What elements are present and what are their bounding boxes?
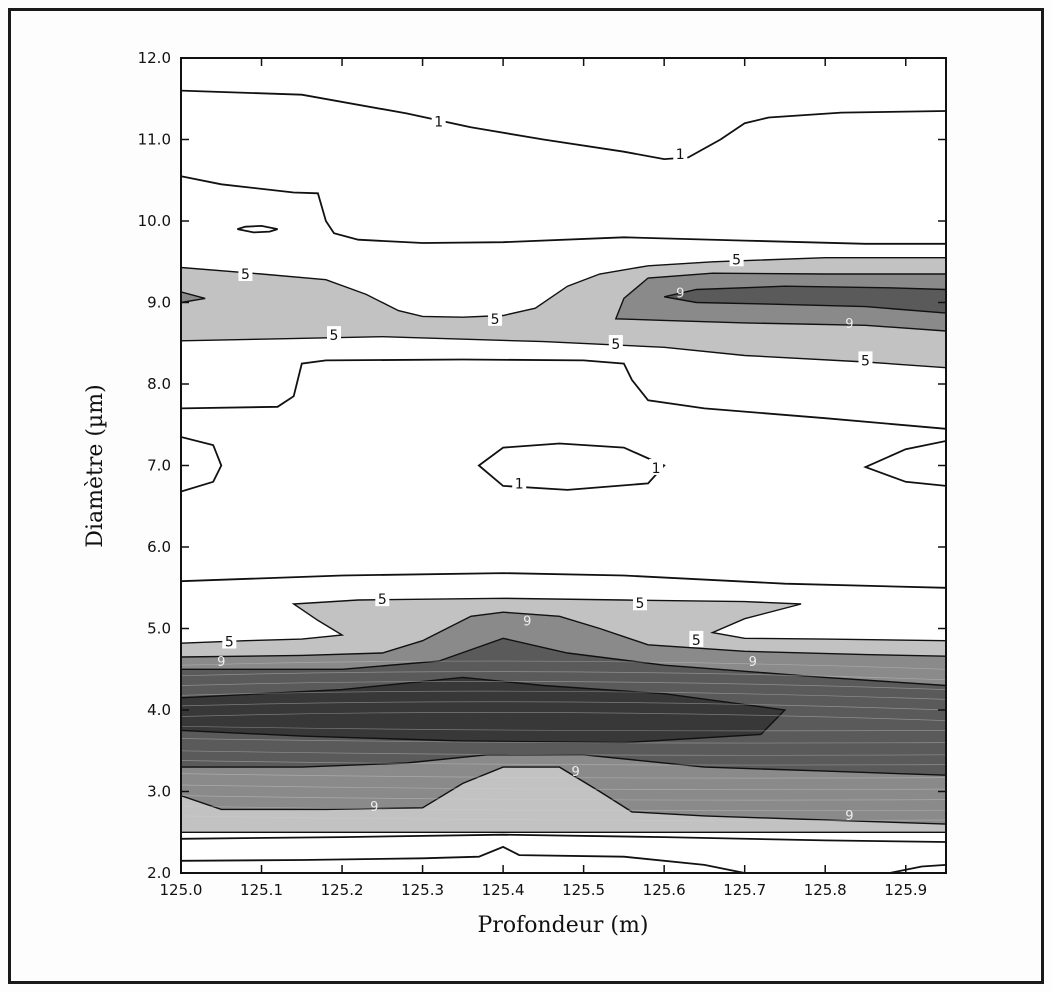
contour-label: 5 bbox=[241, 267, 250, 283]
x-tick-label: 125.1 bbox=[240, 881, 283, 899]
band-texture-line bbox=[181, 760, 946, 766]
band-texture-line bbox=[181, 805, 946, 812]
contour-line-level-1 bbox=[181, 572, 946, 589]
band-texture-line bbox=[181, 738, 946, 744]
contour-label: 5 bbox=[692, 633, 701, 649]
x-tick-label: 125.8 bbox=[804, 881, 847, 899]
contour-label: 9 bbox=[523, 614, 531, 629]
contour-label-bg bbox=[633, 594, 647, 611]
band-texture-line bbox=[181, 725, 946, 732]
contour-label: 9 bbox=[845, 809, 853, 824]
contour-line-level-1 bbox=[181, 845, 745, 873]
contour-label-bg bbox=[222, 632, 237, 649]
y-tick-label: 5.0 bbox=[147, 620, 171, 638]
contour-label-bg bbox=[431, 112, 446, 129]
x-tick-label: 125.7 bbox=[723, 881, 766, 899]
contour-label: 9 bbox=[571, 765, 579, 780]
x-axis: 125.0 125.1 125.2 125.3 125.4 125.5 125.6 125.7… bbox=[160, 58, 927, 899]
contour-label: 5 bbox=[491, 312, 500, 328]
contour-label-bg bbox=[689, 630, 704, 647]
band-texture-line bbox=[181, 701, 946, 711]
contour-label-bg bbox=[375, 590, 390, 607]
contour-line-level-1 bbox=[181, 436, 223, 493]
x-tick-label: 125.2 bbox=[321, 881, 364, 899]
y-tick-label: 3.0 bbox=[147, 783, 171, 801]
contour-fills bbox=[181, 257, 946, 833]
contour-label: 5 bbox=[732, 252, 741, 268]
x-axis-title: Profondeur (m) bbox=[478, 913, 649, 938]
x-tick-label: 125.6 bbox=[643, 881, 686, 899]
x-tick-label: 125.4 bbox=[482, 881, 525, 899]
contour-line-level-1 bbox=[181, 833, 946, 843]
contour-label: 1 bbox=[676, 147, 685, 163]
y-tick-label: 12.0 bbox=[138, 49, 171, 67]
contour-label: 1 bbox=[652, 461, 661, 477]
contour-line-level-1 bbox=[181, 175, 946, 245]
contour-label: 9 bbox=[370, 800, 378, 815]
y-axis-title: Diamètre (µm) bbox=[83, 384, 108, 547]
band-texture-line bbox=[181, 671, 946, 681]
contour-band-level-9 bbox=[181, 291, 206, 304]
band-texture-line bbox=[181, 784, 946, 790]
band-texture-line bbox=[181, 773, 946, 779]
y-tick-label: 4.0 bbox=[147, 701, 171, 719]
contour-label: 5 bbox=[861, 353, 870, 369]
band-texture-line bbox=[181, 690, 946, 700]
contour-label-bg bbox=[608, 335, 623, 352]
contour-label-bg bbox=[238, 264, 253, 281]
contour-label: 5 bbox=[225, 635, 234, 651]
y-tick-label: 8.0 bbox=[147, 375, 171, 393]
y-axis: 2.0 3.0 4.0 5.0 6.0 7.0 8.0 9.0 10.0 11.0 12.0 bbox=[138, 49, 946, 882]
contour-label-bg bbox=[488, 309, 503, 326]
contour-label: 9 bbox=[749, 655, 757, 670]
band-texture-line bbox=[181, 795, 946, 801]
contour-label-bg bbox=[649, 458, 664, 475]
contour-line-level-1 bbox=[237, 224, 278, 234]
contour-label: 5 bbox=[611, 337, 620, 353]
y-tick-label: 6.0 bbox=[147, 538, 171, 556]
y-tick-label: 11.0 bbox=[138, 131, 171, 149]
band-texture-line bbox=[181, 681, 946, 690]
band-texture-line bbox=[181, 712, 946, 721]
contour-label-bg bbox=[327, 326, 341, 343]
x-tick-label: 125.0 bbox=[160, 881, 203, 899]
y-tick-label: 9.0 bbox=[147, 294, 171, 312]
contour-label: 1 bbox=[434, 115, 443, 131]
contour-label: 5 bbox=[330, 328, 339, 344]
y-tick-label: 2.0 bbox=[147, 864, 171, 882]
contour-line-level-1 bbox=[181, 89, 946, 161]
band-texture-line bbox=[181, 660, 946, 670]
contour-label: 5 bbox=[378, 592, 387, 608]
contour-line-level-1 bbox=[181, 358, 946, 430]
x-tick-label: 125.5 bbox=[562, 881, 605, 899]
contour-label-bg bbox=[512, 474, 527, 491]
contour-label: 9 bbox=[845, 317, 853, 332]
contour-label-bg bbox=[729, 250, 744, 267]
contour-band-level-17 bbox=[181, 676, 787, 744]
contour-label: 1 bbox=[515, 476, 524, 492]
contour-line-level-1 bbox=[889, 864, 946, 873]
contour-band-level-13 bbox=[664, 285, 946, 314]
band-texture-line bbox=[181, 750, 946, 756]
band-texture-line bbox=[181, 815, 946, 821]
x-tick-label: 125.3 bbox=[401, 881, 444, 899]
x-tick-label: 125.9 bbox=[884, 881, 927, 899]
contour-label: 9 bbox=[676, 287, 684, 302]
contour-label-bg bbox=[858, 351, 873, 368]
y-tick-label: 7.0 bbox=[147, 457, 171, 475]
y-tick-label: 10.0 bbox=[138, 212, 171, 230]
contour-line-level-1 bbox=[863, 440, 946, 487]
contour-label: 5 bbox=[636, 596, 645, 612]
contour-label: 9 bbox=[217, 655, 225, 670]
contour-label-bg bbox=[673, 145, 688, 162]
